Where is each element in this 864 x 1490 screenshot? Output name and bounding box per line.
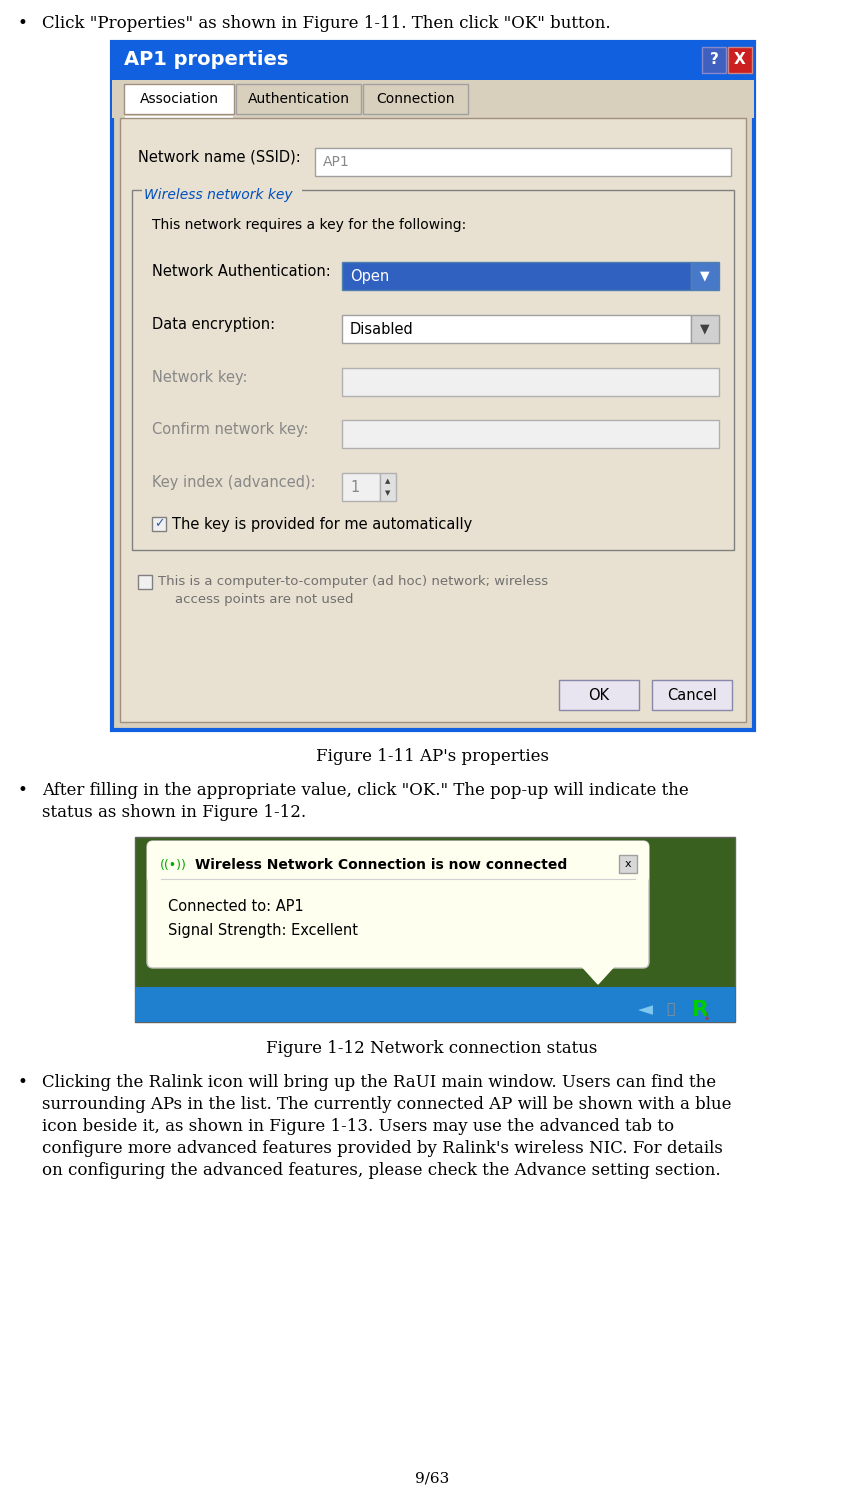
Bar: [142, 180, 302, 194]
Bar: [135, 986, 735, 1022]
Polygon shape: [578, 963, 618, 983]
Text: OK: OK: [588, 687, 610, 702]
Text: The key is provided for me automatically: The key is provided for me automatically: [172, 517, 473, 532]
Bar: [619, 855, 637, 873]
Text: x: x: [625, 860, 632, 869]
Text: ?: ?: [709, 52, 719, 67]
Text: Click "Properties" as shown in Figure 1-11. Then click "OK" button.: Click "Properties" as shown in Figure 1-…: [42, 15, 611, 31]
Bar: [559, 679, 639, 711]
Text: •: •: [18, 1074, 28, 1091]
Text: Figure 1-11 AP's properties: Figure 1-11 AP's properties: [315, 748, 549, 764]
Text: This is a computer-to-computer (ad hoc) network; wireless: This is a computer-to-computer (ad hoc) …: [158, 575, 548, 589]
Text: on configuring the advanced features, please check the Advance setting section.: on configuring the advanced features, pl…: [42, 1162, 721, 1179]
FancyBboxPatch shape: [147, 840, 649, 884]
Text: ✓: ✓: [154, 517, 164, 530]
Text: Authentication: Authentication: [247, 92, 350, 106]
FancyBboxPatch shape: [147, 840, 649, 968]
Bar: [124, 83, 234, 115]
Text: Network name (SSID):: Network name (SSID):: [138, 150, 301, 165]
Text: Confirm network key:: Confirm network key:: [152, 422, 308, 437]
Bar: [342, 420, 719, 448]
Bar: [702, 48, 726, 73]
Text: AP1 properties: AP1 properties: [124, 51, 289, 69]
Text: Signal Strength: Excellent: Signal Strength: Excellent: [168, 922, 358, 939]
Text: Connection: Connection: [376, 92, 454, 106]
Text: 9/63: 9/63: [415, 1472, 449, 1486]
Text: •: •: [18, 782, 28, 799]
Bar: [112, 80, 754, 118]
Text: Wireless Network Connection is now connected: Wireless Network Connection is now conne…: [195, 858, 568, 872]
Bar: [342, 262, 691, 291]
Bar: [132, 191, 734, 550]
Text: 💻: 💻: [666, 1003, 674, 1016]
Text: Cancel: Cancel: [667, 687, 717, 702]
Text: 1: 1: [350, 480, 359, 495]
Bar: [138, 575, 152, 589]
Text: Key index (advanced):: Key index (advanced):: [152, 475, 315, 490]
Text: ▼: ▼: [385, 490, 391, 496]
Text: Connected to: AP1: Connected to: AP1: [168, 898, 304, 913]
Text: ▼: ▼: [700, 270, 710, 283]
Bar: [120, 118, 746, 723]
Text: Network Authentication:: Network Authentication:: [152, 264, 331, 279]
Bar: [342, 472, 380, 501]
Text: Open: Open: [350, 268, 390, 283]
Bar: [236, 83, 361, 115]
Text: •: •: [18, 15, 28, 31]
Bar: [315, 148, 731, 176]
Text: Figure 1-12 Network connection status: Figure 1-12 Network connection status: [266, 1040, 598, 1056]
Text: This network requires a key for the following:: This network requires a key for the foll…: [152, 218, 467, 232]
Bar: [342, 368, 719, 396]
Bar: [652, 679, 732, 711]
Text: Association: Association: [139, 92, 219, 106]
Text: Data encryption:: Data encryption:: [152, 317, 275, 332]
Bar: [125, 116, 233, 119]
Bar: [380, 472, 396, 501]
Bar: [363, 83, 468, 115]
Text: ◄: ◄: [638, 1000, 652, 1019]
Bar: [691, 314, 719, 343]
Bar: [152, 517, 166, 530]
Bar: [112, 42, 754, 80]
Text: Clicking the Ralink icon will bring up the RaUI main window. Users can find the: Clicking the Ralink icon will bring up t…: [42, 1074, 716, 1091]
Text: surrounding APs in the list. The currently connected AP will be shown with a blu: surrounding APs in the list. The current…: [42, 1097, 732, 1113]
Text: access points are not used: access points are not used: [175, 593, 353, 606]
Text: R: R: [691, 1000, 708, 1019]
Text: AP1: AP1: [323, 155, 350, 168]
Text: icon beside it, as shown in Figure 1-13. Users may use the advanced tab to: icon beside it, as shown in Figure 1-13.…: [42, 1118, 674, 1135]
Bar: [112, 42, 754, 730]
Bar: [728, 48, 752, 73]
Text: ▼: ▼: [700, 322, 710, 335]
Text: Disabled: Disabled: [350, 322, 414, 337]
Text: configure more advanced features provided by Ralink's wireless NIC. For details: configure more advanced features provide…: [42, 1140, 723, 1158]
Text: ▲: ▲: [385, 478, 391, 484]
Text: ((•)): ((•)): [160, 858, 187, 872]
Text: X: X: [734, 52, 746, 67]
Text: Network key:: Network key:: [152, 370, 247, 384]
Text: Wireless network key: Wireless network key: [144, 188, 293, 203]
Bar: [691, 262, 719, 291]
Bar: [135, 837, 735, 1022]
Text: After filling in the appropriate value, click "OK." The pop-up will indicate the: After filling in the appropriate value, …: [42, 782, 689, 799]
Text: status as shown in Figure 1-12.: status as shown in Figure 1-12.: [42, 805, 306, 821]
Text: ↓: ↓: [703, 1012, 711, 1022]
Bar: [342, 314, 691, 343]
